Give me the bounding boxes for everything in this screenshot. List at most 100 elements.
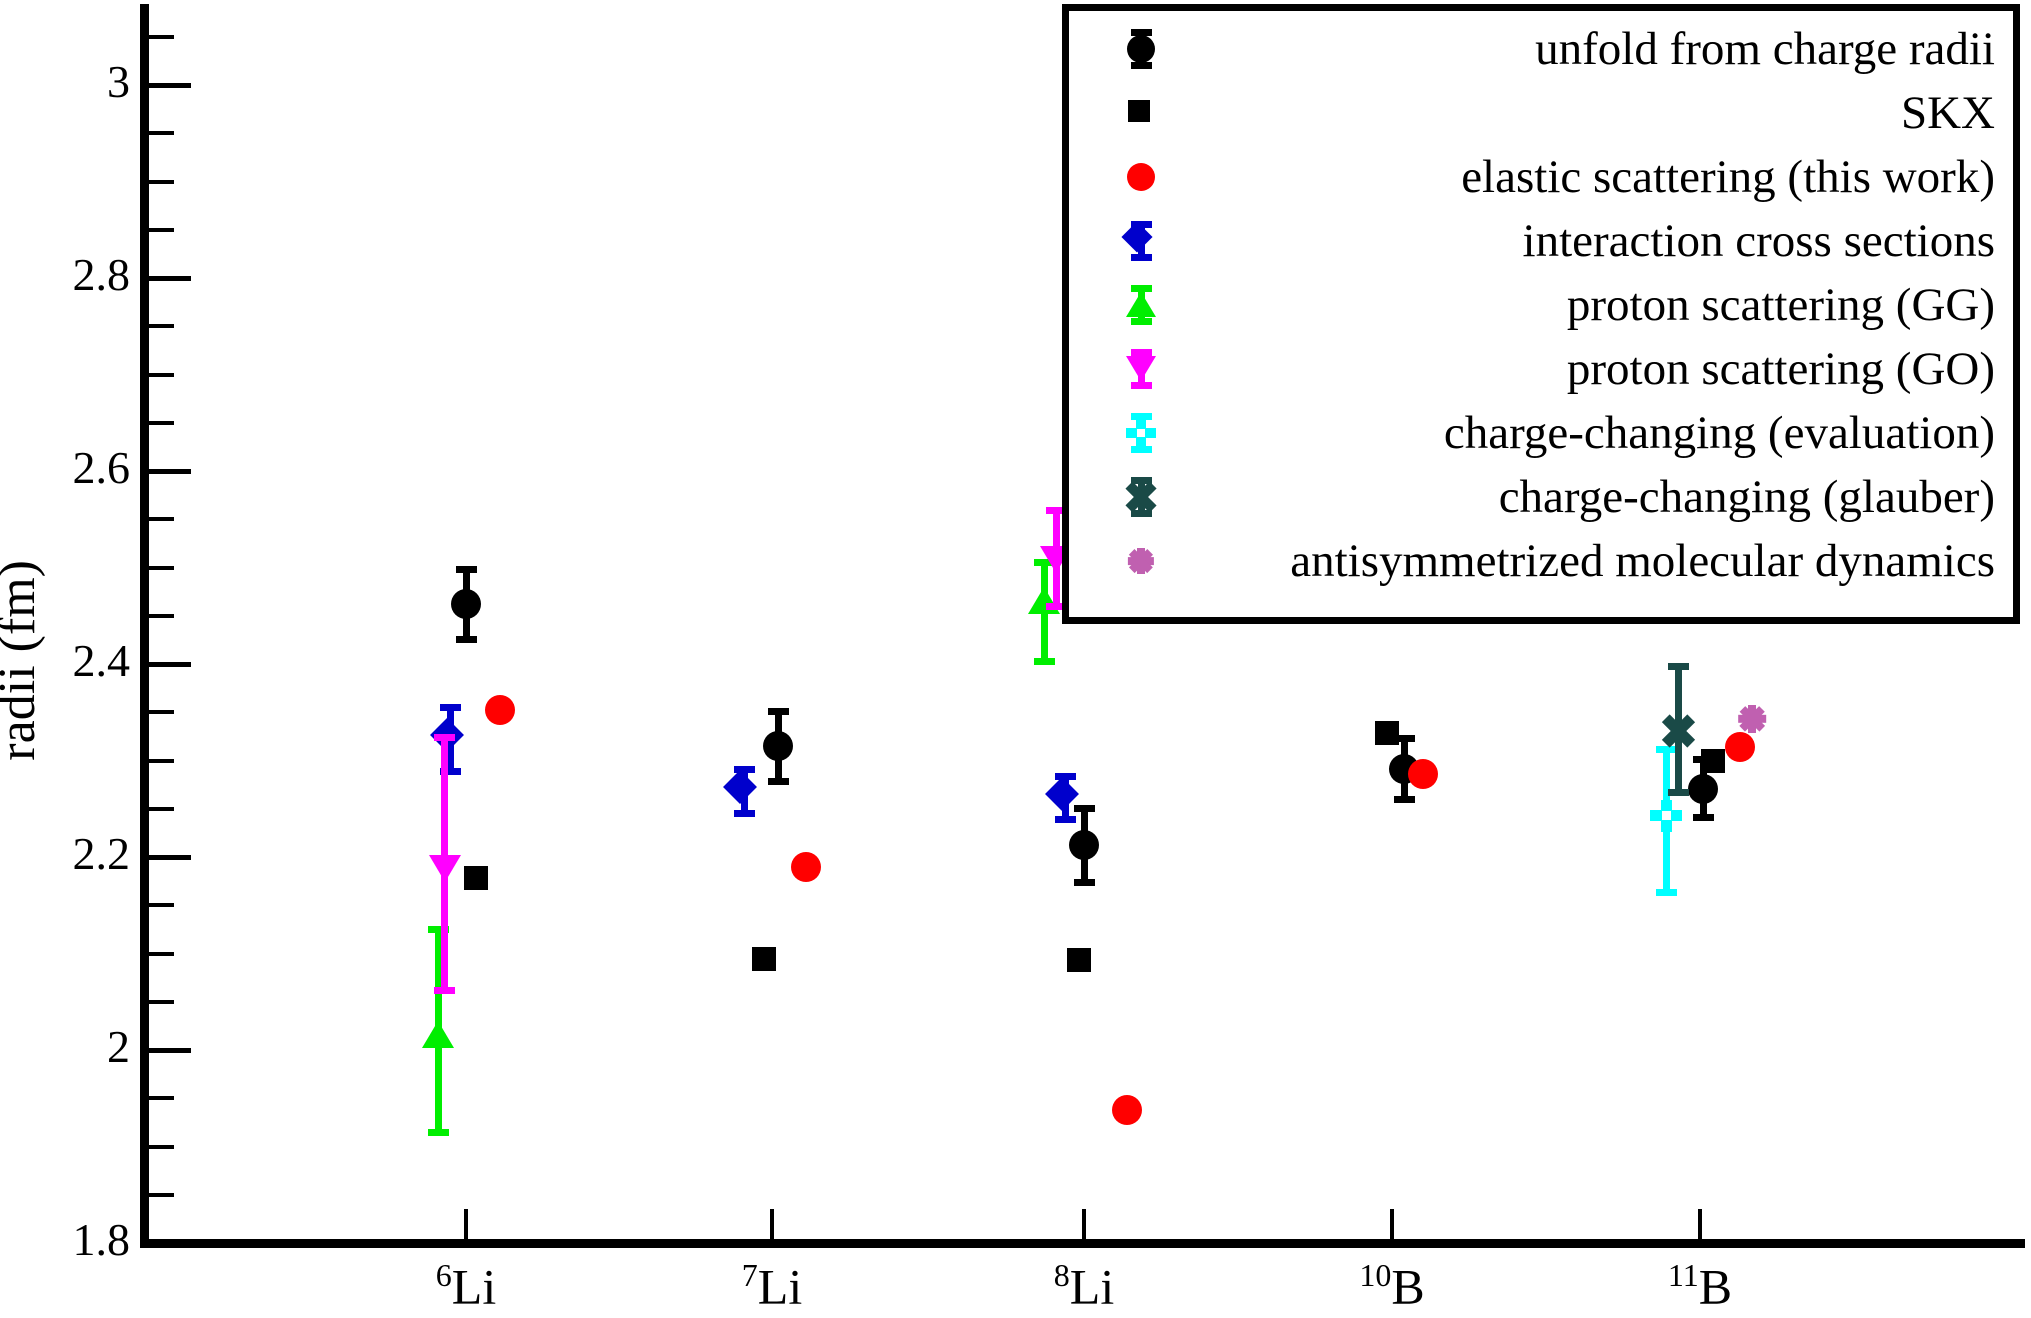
y-tick-minor (149, 179, 174, 184)
marker-triangle-up (1126, 292, 1156, 318)
error-bar-cap (1692, 814, 1714, 822)
marker-circle (790, 851, 821, 882)
x-tick (770, 1209, 774, 1239)
error-bar-cap (1033, 658, 1055, 666)
x-tick-label-8Li: 8Li (1053, 1257, 1115, 1315)
legend-item-proton-scattering-go-[interactable]: proton scattering (GO) (1069, 337, 2013, 401)
legend-label: unfold from charge radii (1535, 23, 1995, 75)
legend-label: proton scattering (GO) (1566, 343, 1995, 395)
y-tick-minor (149, 420, 174, 425)
y-tick-major (149, 83, 191, 89)
y-tick-label: 2.2 (72, 828, 131, 880)
y-tick-minor (149, 517, 174, 522)
error-bar-cap (427, 925, 449, 933)
legend-marker (1107, 465, 1177, 529)
y-tick-minor (149, 1144, 174, 1149)
legend-error-cap (1131, 254, 1152, 261)
error-bar-cap (767, 777, 789, 785)
legend-label: antisymmetrized molecular dynamics (1290, 535, 1995, 587)
x-tick (464, 1209, 468, 1239)
legend-error-cap (1131, 29, 1152, 36)
legend-label: SKX (1900, 87, 1995, 139)
legend-item-charge-changing-glauber-[interactable]: charge-changing (glauber) (1069, 465, 2013, 529)
marker-triangle-down (428, 855, 461, 883)
legend-marker (1107, 81, 1177, 145)
marker-circle (1069, 830, 1099, 861)
legend-item-antisymmetrized-molecular-dynamics[interactable]: antisymmetrized molecular dynamics (1069, 529, 2013, 593)
y-tick-label: 3 (107, 56, 130, 108)
error-bar (447, 703, 455, 776)
legend-marker (1107, 401, 1177, 465)
error-bar-cap (1393, 735, 1415, 743)
error-bar-cap (440, 703, 462, 711)
x-tick-label-11B: 11B (1667, 1257, 1733, 1315)
y-tick-minor (149, 758, 174, 763)
marker-triangle-down (1126, 356, 1156, 382)
error-bar-cap (1668, 789, 1690, 797)
marker-diamond (429, 718, 464, 753)
marker-circle (763, 731, 794, 762)
error-bar-cap (1655, 746, 1677, 754)
marker-circle (1127, 35, 1155, 63)
legend-item-charge-changing-evaluation-[interactable]: charge-changing (evaluation) (1069, 401, 2013, 465)
legend-item-unfold-from-charge-radii[interactable]: unfold from charge radii (1069, 17, 2013, 81)
marker-square (751, 947, 776, 972)
error-bar-cap (1033, 558, 1055, 566)
y-tick-minor (149, 34, 174, 39)
y-tick-label-wrap: 2.8 (0, 249, 131, 301)
legend-item-interaction-cross-sections[interactable]: interaction cross sections (1069, 209, 2013, 273)
legend-marker (1107, 273, 1177, 337)
legend-label: charge-changing (evaluation) (1443, 407, 1995, 459)
y-tick-minor (149, 710, 174, 715)
error-bar (1699, 755, 1707, 822)
marker-star (1127, 548, 1154, 574)
x-axis-line (140, 1239, 2025, 1248)
x-tick-label-7Li: 7Li (741, 1257, 803, 1315)
error-bar-cap (1393, 796, 1415, 804)
error-bar (1052, 506, 1060, 611)
x-tick (1698, 1209, 1702, 1239)
error-bar-cap (434, 987, 456, 995)
y-tick-minor (149, 951, 174, 956)
y-tick-label: 2 (107, 1021, 130, 1073)
error-bar-cap (733, 809, 755, 817)
y-tick-minor (149, 565, 174, 570)
legend-item-elastic-scattering-this-work-[interactable]: elastic scattering (this work) (1069, 145, 2013, 209)
marker-star (1738, 705, 1767, 734)
legend-error-cap (1131, 318, 1152, 325)
legend-marker (1107, 337, 1177, 401)
legend-marker (1107, 529, 1177, 593)
marker-diamond (1044, 777, 1079, 812)
y-tick-minor (149, 372, 174, 377)
error-bar (1662, 746, 1670, 896)
y-tick-minor (149, 324, 174, 329)
legend-marker (1107, 145, 1177, 209)
legend-error-cap (1131, 62, 1152, 69)
legend-item-proton-scattering-gg-[interactable]: proton scattering (GG) (1069, 273, 2013, 337)
error-bar (434, 925, 442, 1136)
legend-error-cap (1131, 510, 1152, 517)
error-bar (1080, 804, 1088, 886)
y-tick-minor (149, 613, 174, 618)
error-bar (462, 565, 470, 643)
marker-cross (1661, 714, 1696, 748)
error-bar (1400, 735, 1408, 804)
marker-circle (1724, 732, 1755, 763)
legend-marker (1107, 209, 1177, 273)
legend-item-skx[interactable]: SKX (1069, 81, 2013, 145)
chart-legend: unfold from charge radii SKX elastic scatt… (1062, 4, 2020, 624)
y-tick-label: 2.8 (72, 249, 131, 301)
y-tick-label-wrap: 2 (0, 1024, 130, 1070)
error-bar-cap (1055, 816, 1077, 824)
error-bar (774, 707, 782, 785)
legend-error-cap (1131, 413, 1152, 420)
y-tick-minor (149, 1192, 174, 1197)
y-tick-label-wrap: 2.2 (0, 828, 131, 880)
error-bar-cap (1073, 879, 1095, 886)
y-tick-minor (149, 999, 174, 1004)
x-tick (1390, 1209, 1394, 1239)
marker-circle (451, 589, 481, 620)
error-bar (441, 733, 449, 995)
error-bar-cap (767, 707, 789, 715)
